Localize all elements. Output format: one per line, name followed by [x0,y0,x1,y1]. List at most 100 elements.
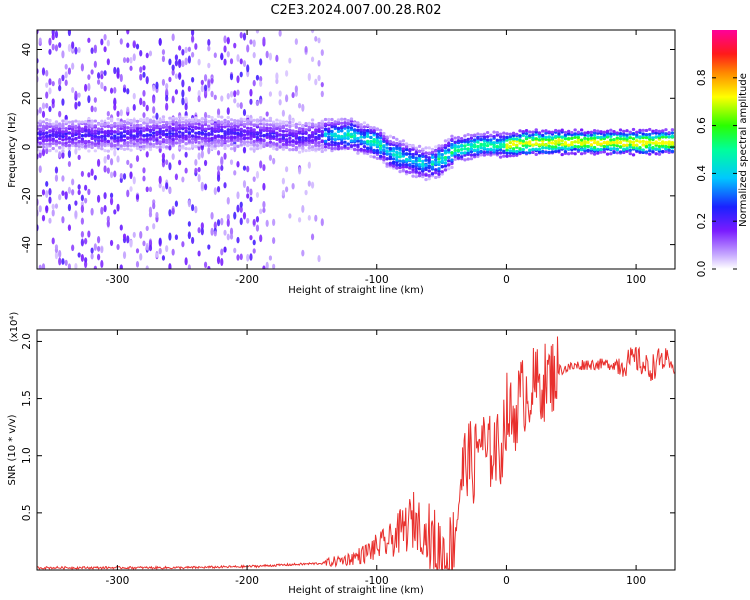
spectrogram-ridge-cell [281,135,286,139]
spectrogram-cell [249,188,253,196]
spectrogram-ridge-cell [518,147,522,151]
spectrogram-ridge-cell [255,135,260,140]
spectrogram-ridge-cell [317,147,321,151]
spectrogram-ridge-cell [638,145,642,150]
spectrogram-ridge-cell [505,132,509,136]
spectrogram-ridge-cell [531,147,535,151]
spectrogram-ridge-cell [93,119,98,123]
spectrogram-ridge-cell [119,126,123,131]
spectrogram-ridge-cell [74,141,78,145]
spectrogram-ridge-cell [398,159,402,163]
spectrogram-cell [51,80,55,87]
spectrogram-ridge-cell [252,130,256,134]
spectrogram-ridge-cell [609,134,613,138]
colorbar-gradient [712,30,737,269]
spectrogram-cell [174,89,179,95]
spectrogram-cell [126,106,130,113]
spectrogram-ridge-cell [495,131,500,135]
spectrogram-ridge-cell [164,128,169,132]
spectrogram-cell [119,73,123,83]
spectrogram-cell [223,45,227,53]
spectrogram-ridge-cell [463,144,467,148]
spectrogram-ridge-cell [524,135,529,139]
spectrogram-ridge-cell [38,136,42,141]
spectrogram-cell [236,160,240,168]
spectrogram-cell [132,231,136,238]
spectrogram-ridge-cell [401,159,406,163]
spectrogram-ridge-cell [602,140,607,145]
spectrogram-ridge-cell [557,138,561,142]
spectrogram-ridge-cell [323,122,328,126]
spectrogram-ridge-cell [528,134,532,138]
spectrogram-cell [165,182,169,190]
spectrogram-ridge-cell [100,147,104,151]
spectrogram-ridge-cell [635,139,639,143]
spectrogram-ridge-cell [61,130,65,134]
spectrogram-ridge-cell [544,146,548,150]
spectrogram-ridge-cell [356,148,360,152]
spectrogram-ridge-cell [119,124,123,128]
spectrogram-ridge-cell [440,159,444,163]
spectrogram-ridge-cell [116,117,120,121]
spectrogram-ridge-cell [502,137,506,141]
snr-frame [36,329,676,571]
spectrogram-ridge-cell [459,151,464,155]
spectrogram-ridge-cell [372,148,376,152]
spectrogram-ridge-cell [541,129,545,133]
spectrogram-ridge-cell [411,174,415,178]
spectrogram-ridge-cell [239,117,243,121]
spectrogram-cell [242,146,247,154]
spectrogram-cell [233,170,237,176]
spectrogram-ridge-cell [142,138,146,142]
spectrogram-ridge-cell [284,123,289,127]
spectrogram-ridge-cell [77,126,81,130]
spectrogram-ridge-cell [447,159,451,163]
spectrogram-ridge-cell [469,139,474,143]
spectrogram-ridge-cell [323,139,328,143]
spectrogram-ridge-cell [304,131,308,136]
spectrogram-ridge-cell [258,143,263,148]
spectrogram-cell [310,30,315,34]
spectrogram-cell [168,263,172,269]
spectrogram-cell [220,217,224,226]
spectrogram-ridge-cell [495,141,500,145]
spectrogram-ridge-cell [440,148,444,152]
spectrogram-ridge-cell [570,136,574,140]
spectrogram-ridge-cell [576,130,581,134]
spectrogram-ridge-cell [100,130,104,134]
spectrogram-ridge-cell [216,123,221,127]
spectrogram-ridge-cell [605,152,610,156]
spectrogram-cell [51,203,55,210]
spectrogram-ridge-cell [148,144,153,148]
spectrogram-ridge-cell [631,153,636,157]
spectrogram-cell [51,237,55,245]
spectrogram-ridge-cell [242,133,247,137]
spectrogram-ridge-cell [472,153,477,157]
spectrogram-ridge-cell [177,146,182,150]
spectrogram-ridge-cell [437,152,441,156]
spectrogram-ridge-cell [573,132,577,136]
spectrogram-cell [252,218,256,226]
spectrogram-cell [265,50,269,59]
spectrogram-ridge-cell [641,148,645,152]
spectrogram-cell [197,89,201,98]
spectrogram-cell [178,60,182,69]
spectrogram-ridge-cell [443,158,448,162]
spectrogram-ridge-cell [372,137,376,142]
spectrogram-cell [178,159,182,166]
spectrogram-cell [178,72,182,80]
spectrogram-cell [165,102,169,111]
spectrogram-ridge-cell [330,117,334,122]
spectrogram-ridge-cell [417,163,422,167]
spectrogram-ridge-cell [489,138,493,142]
spectrogram-ridge-cell [126,143,130,148]
spectrogram-ridge-cell [612,150,616,154]
spectrogram-cell [96,194,101,203]
spectrogram-ridge-cell [644,132,649,137]
spectrogram-cell [194,205,198,214]
spectrogram-ridge-cell [246,119,250,123]
spectrogram-ridge-cell [236,125,240,129]
spectrogram-cell [285,186,289,193]
spectrogram-ridge-cell [210,144,214,148]
spectrogram-ridge-cell [596,147,600,151]
